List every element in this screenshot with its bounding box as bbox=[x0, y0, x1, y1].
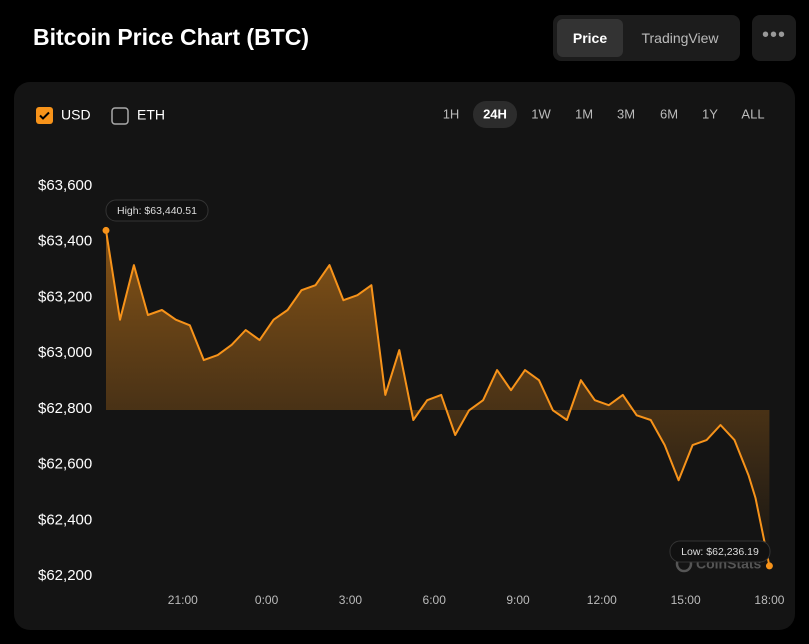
x-tick-label: 12:00 bbox=[587, 593, 617, 607]
checkbox-checked[interactable] bbox=[36, 107, 53, 124]
y-tick-label: $62,600 bbox=[38, 456, 92, 473]
x-tick-label: 21:00 bbox=[168, 593, 198, 607]
area bbox=[106, 230, 770, 566]
annotation-box bbox=[105, 199, 209, 222]
currency-label[interactable]: ETH bbox=[137, 107, 165, 123]
tab[interactable]: Price bbox=[557, 19, 623, 57]
y-tick-label: $63,200 bbox=[38, 288, 92, 305]
low-annotation: Low: $62,236.19 bbox=[681, 546, 759, 558]
x-tick-label: 0:00 bbox=[255, 593, 279, 607]
y-tick-label: $63,000 bbox=[38, 344, 92, 361]
x-tick-label: 15:00 bbox=[671, 593, 701, 607]
x-tick-label: 3:00 bbox=[339, 593, 363, 607]
high-annotation: High: $63,440.51 bbox=[117, 205, 197, 217]
range-button[interactable]: 24H bbox=[483, 106, 507, 121]
check-icon bbox=[39, 111, 50, 120]
range-button[interactable]: 6M bbox=[660, 106, 678, 121]
x-tick-label: 6:00 bbox=[423, 593, 447, 607]
more-button[interactable]: ••• bbox=[752, 15, 796, 61]
y-tick-label: $62,200 bbox=[38, 567, 92, 584]
tab[interactable]: TradingView bbox=[641, 30, 719, 46]
checkbox[interactable] bbox=[111, 107, 129, 125]
currency-label[interactable]: USD bbox=[61, 107, 91, 123]
range-button[interactable]: 1W bbox=[531, 106, 551, 121]
range-button[interactable]: 1M bbox=[575, 106, 593, 121]
range-button[interactable]: 1H bbox=[443, 106, 460, 121]
y-tick-label: $63,600 bbox=[38, 177, 92, 194]
price-line bbox=[105, 230, 771, 567]
range-button[interactable]: 1Y bbox=[702, 106, 718, 121]
range-button[interactable]: ALL bbox=[741, 106, 764, 121]
range-active-bg bbox=[473, 101, 517, 128]
x-tick-label: 18:00 bbox=[754, 593, 784, 607]
low-point bbox=[765, 562, 773, 570]
page-title: Bitcoin Price Chart (BTC) bbox=[33, 24, 310, 50]
x-tick-label: 9:00 bbox=[506, 593, 530, 607]
y-tick-label: $62,400 bbox=[38, 511, 92, 528]
view-tabs: Price TradingView bbox=[553, 15, 740, 61]
annotation-box bbox=[669, 540, 771, 563]
y-tick-label: $62,800 bbox=[38, 400, 92, 417]
high-point bbox=[102, 226, 110, 234]
range-button[interactable]: 3M bbox=[617, 106, 635, 121]
y-tick-label: $63,400 bbox=[38, 233, 92, 250]
